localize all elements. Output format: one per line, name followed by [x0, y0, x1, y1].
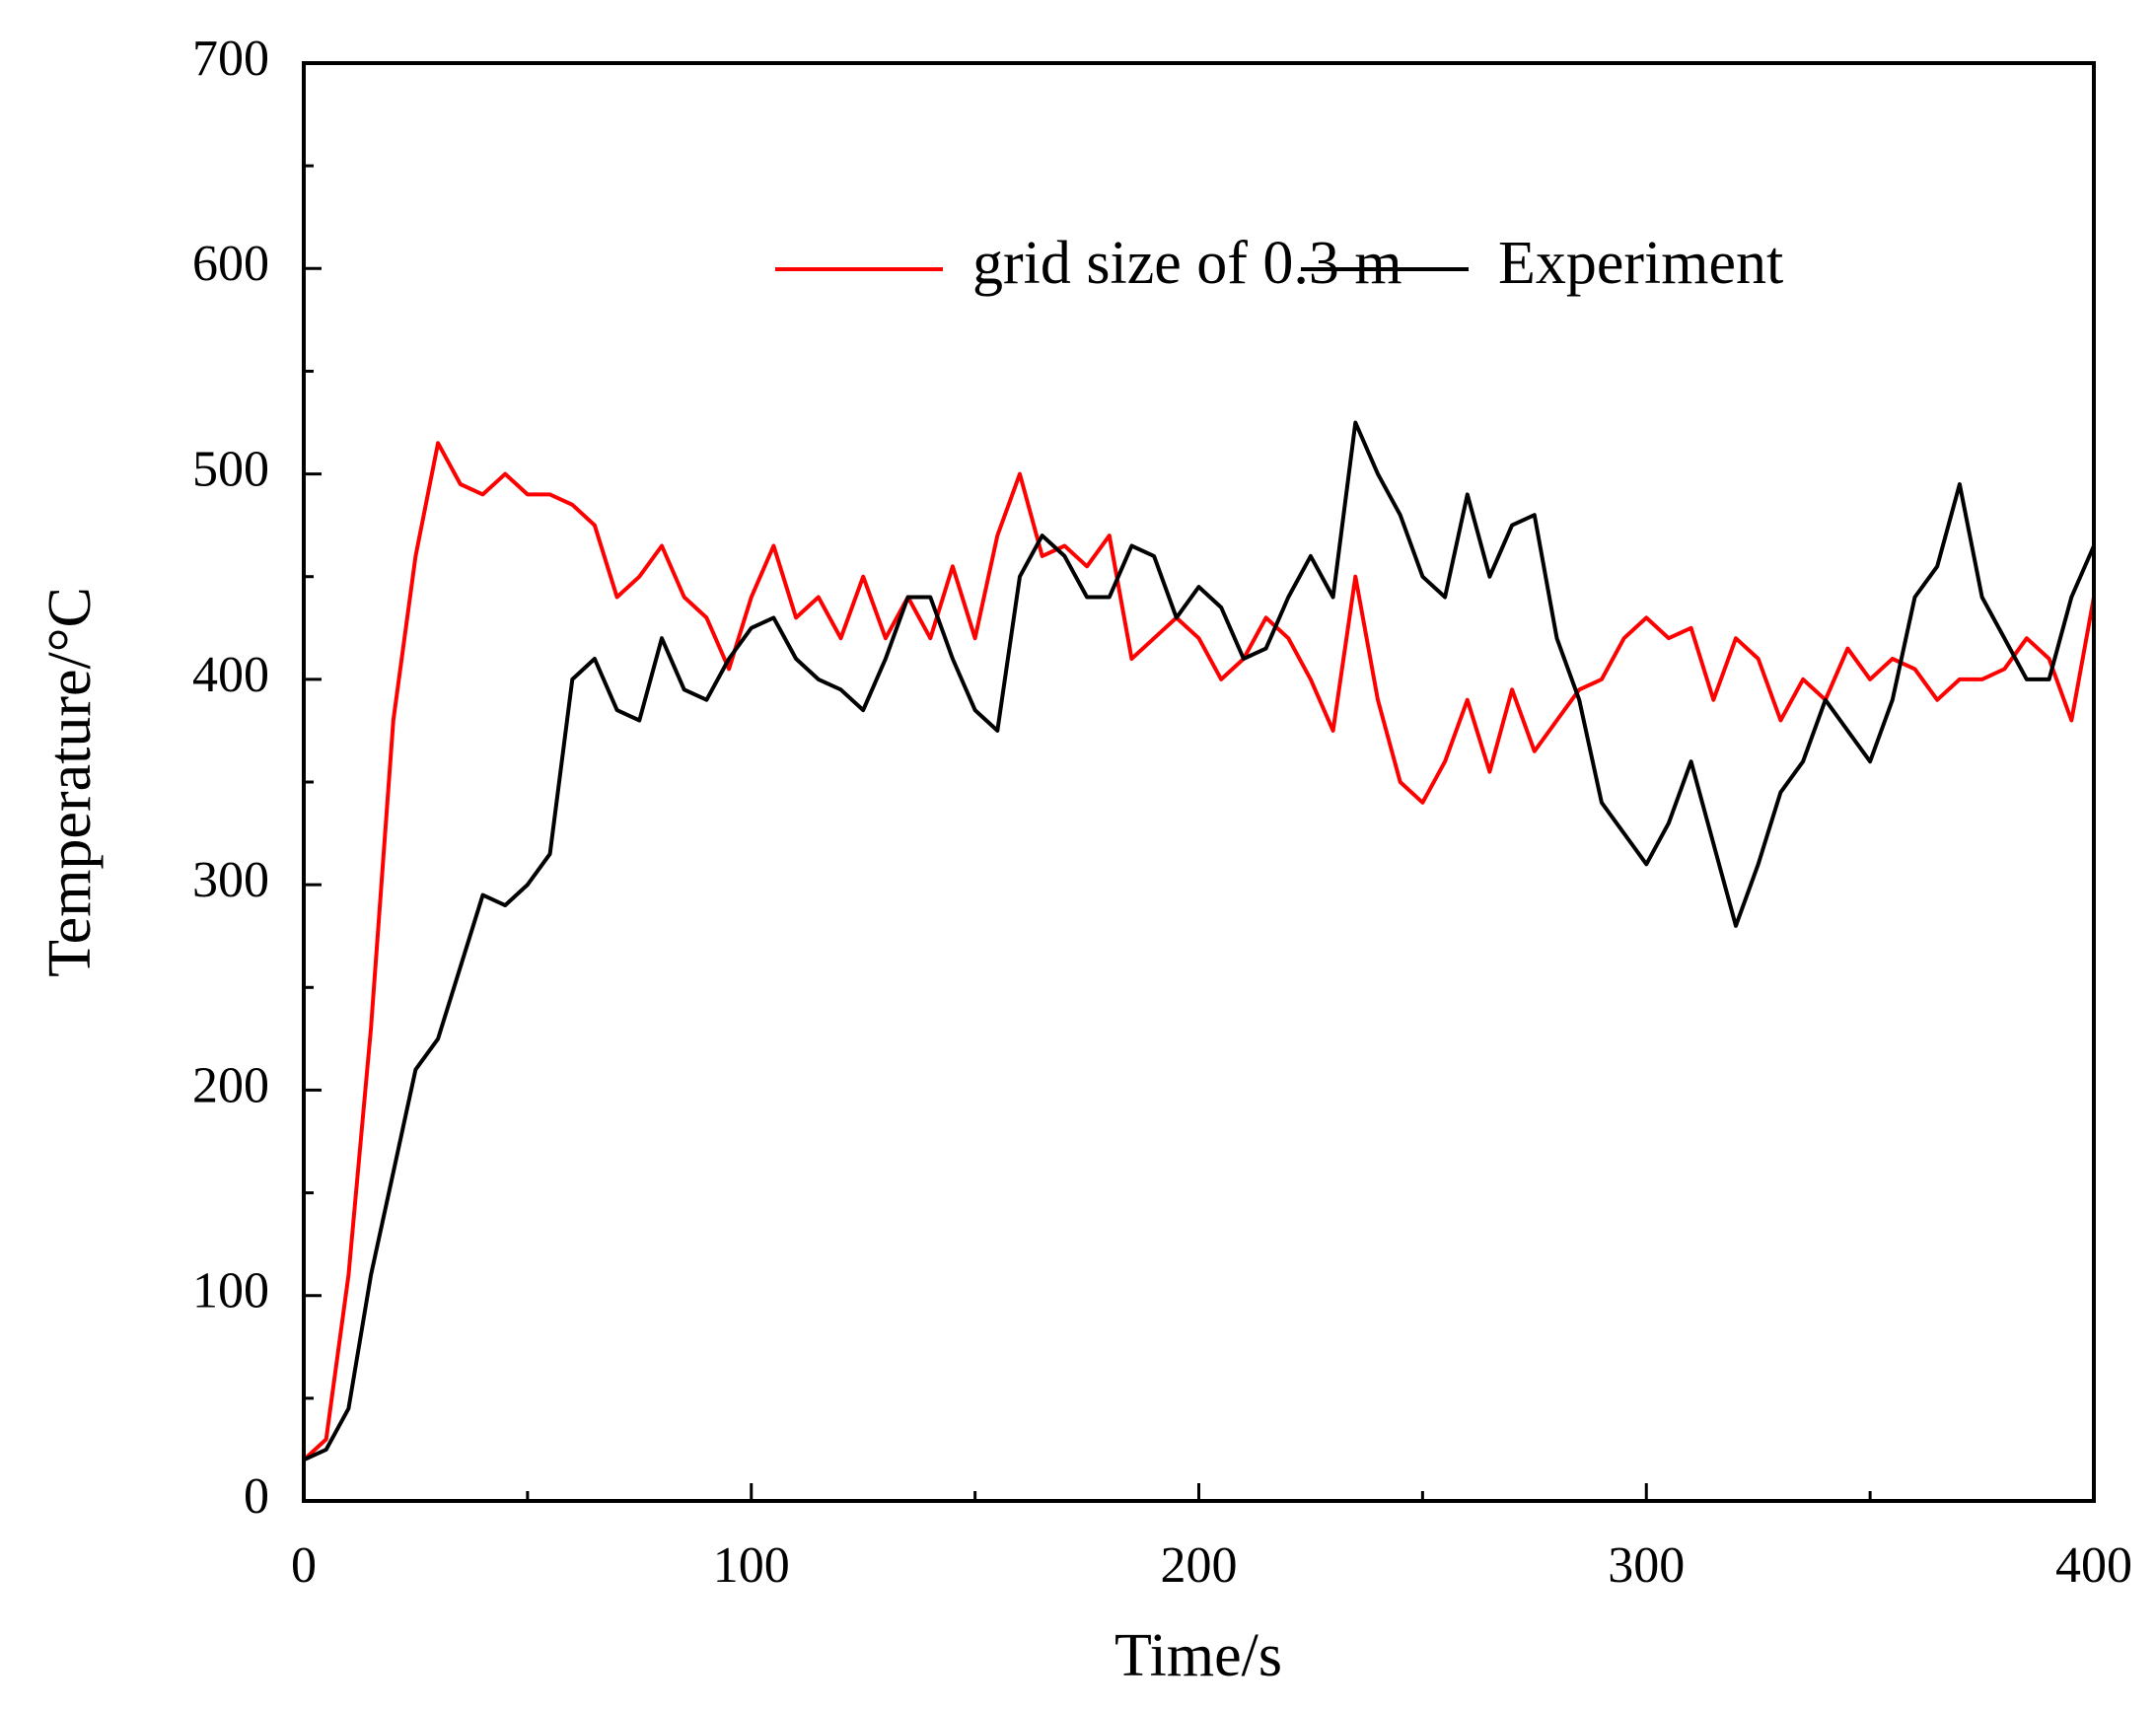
x-tick-label: 0	[291, 1537, 317, 1594]
series-line	[302, 441, 2096, 1461]
series-line	[303, 420, 2096, 1462]
y-tick-label: 100	[192, 1263, 269, 1319]
x-axis-label: Time/s	[1114, 1622, 1282, 1689]
legend-label: grid size of 0.3 m	[972, 230, 1402, 297]
y-tick-label: 600	[192, 236, 269, 292]
plot-frame	[302, 61, 2096, 1503]
x-tick-label: 200	[1161, 1537, 1238, 1594]
y-axis-label: Temperature/°C	[36, 587, 104, 977]
x-tick-label: 400	[2055, 1537, 2132, 1594]
legend-label: Experiment	[1498, 230, 1783, 297]
x-tick-label: 100	[713, 1537, 790, 1594]
y-tick-label: 500	[192, 442, 269, 498]
y-tick-label: 700	[192, 31, 269, 87]
y-tick-label: 0	[244, 1468, 269, 1525]
y-tick-label: 300	[192, 852, 269, 908]
x-tick-label: 300	[1608, 1537, 1685, 1594]
y-tick-label: 400	[192, 647, 269, 703]
y-tick-label: 200	[192, 1057, 269, 1113]
